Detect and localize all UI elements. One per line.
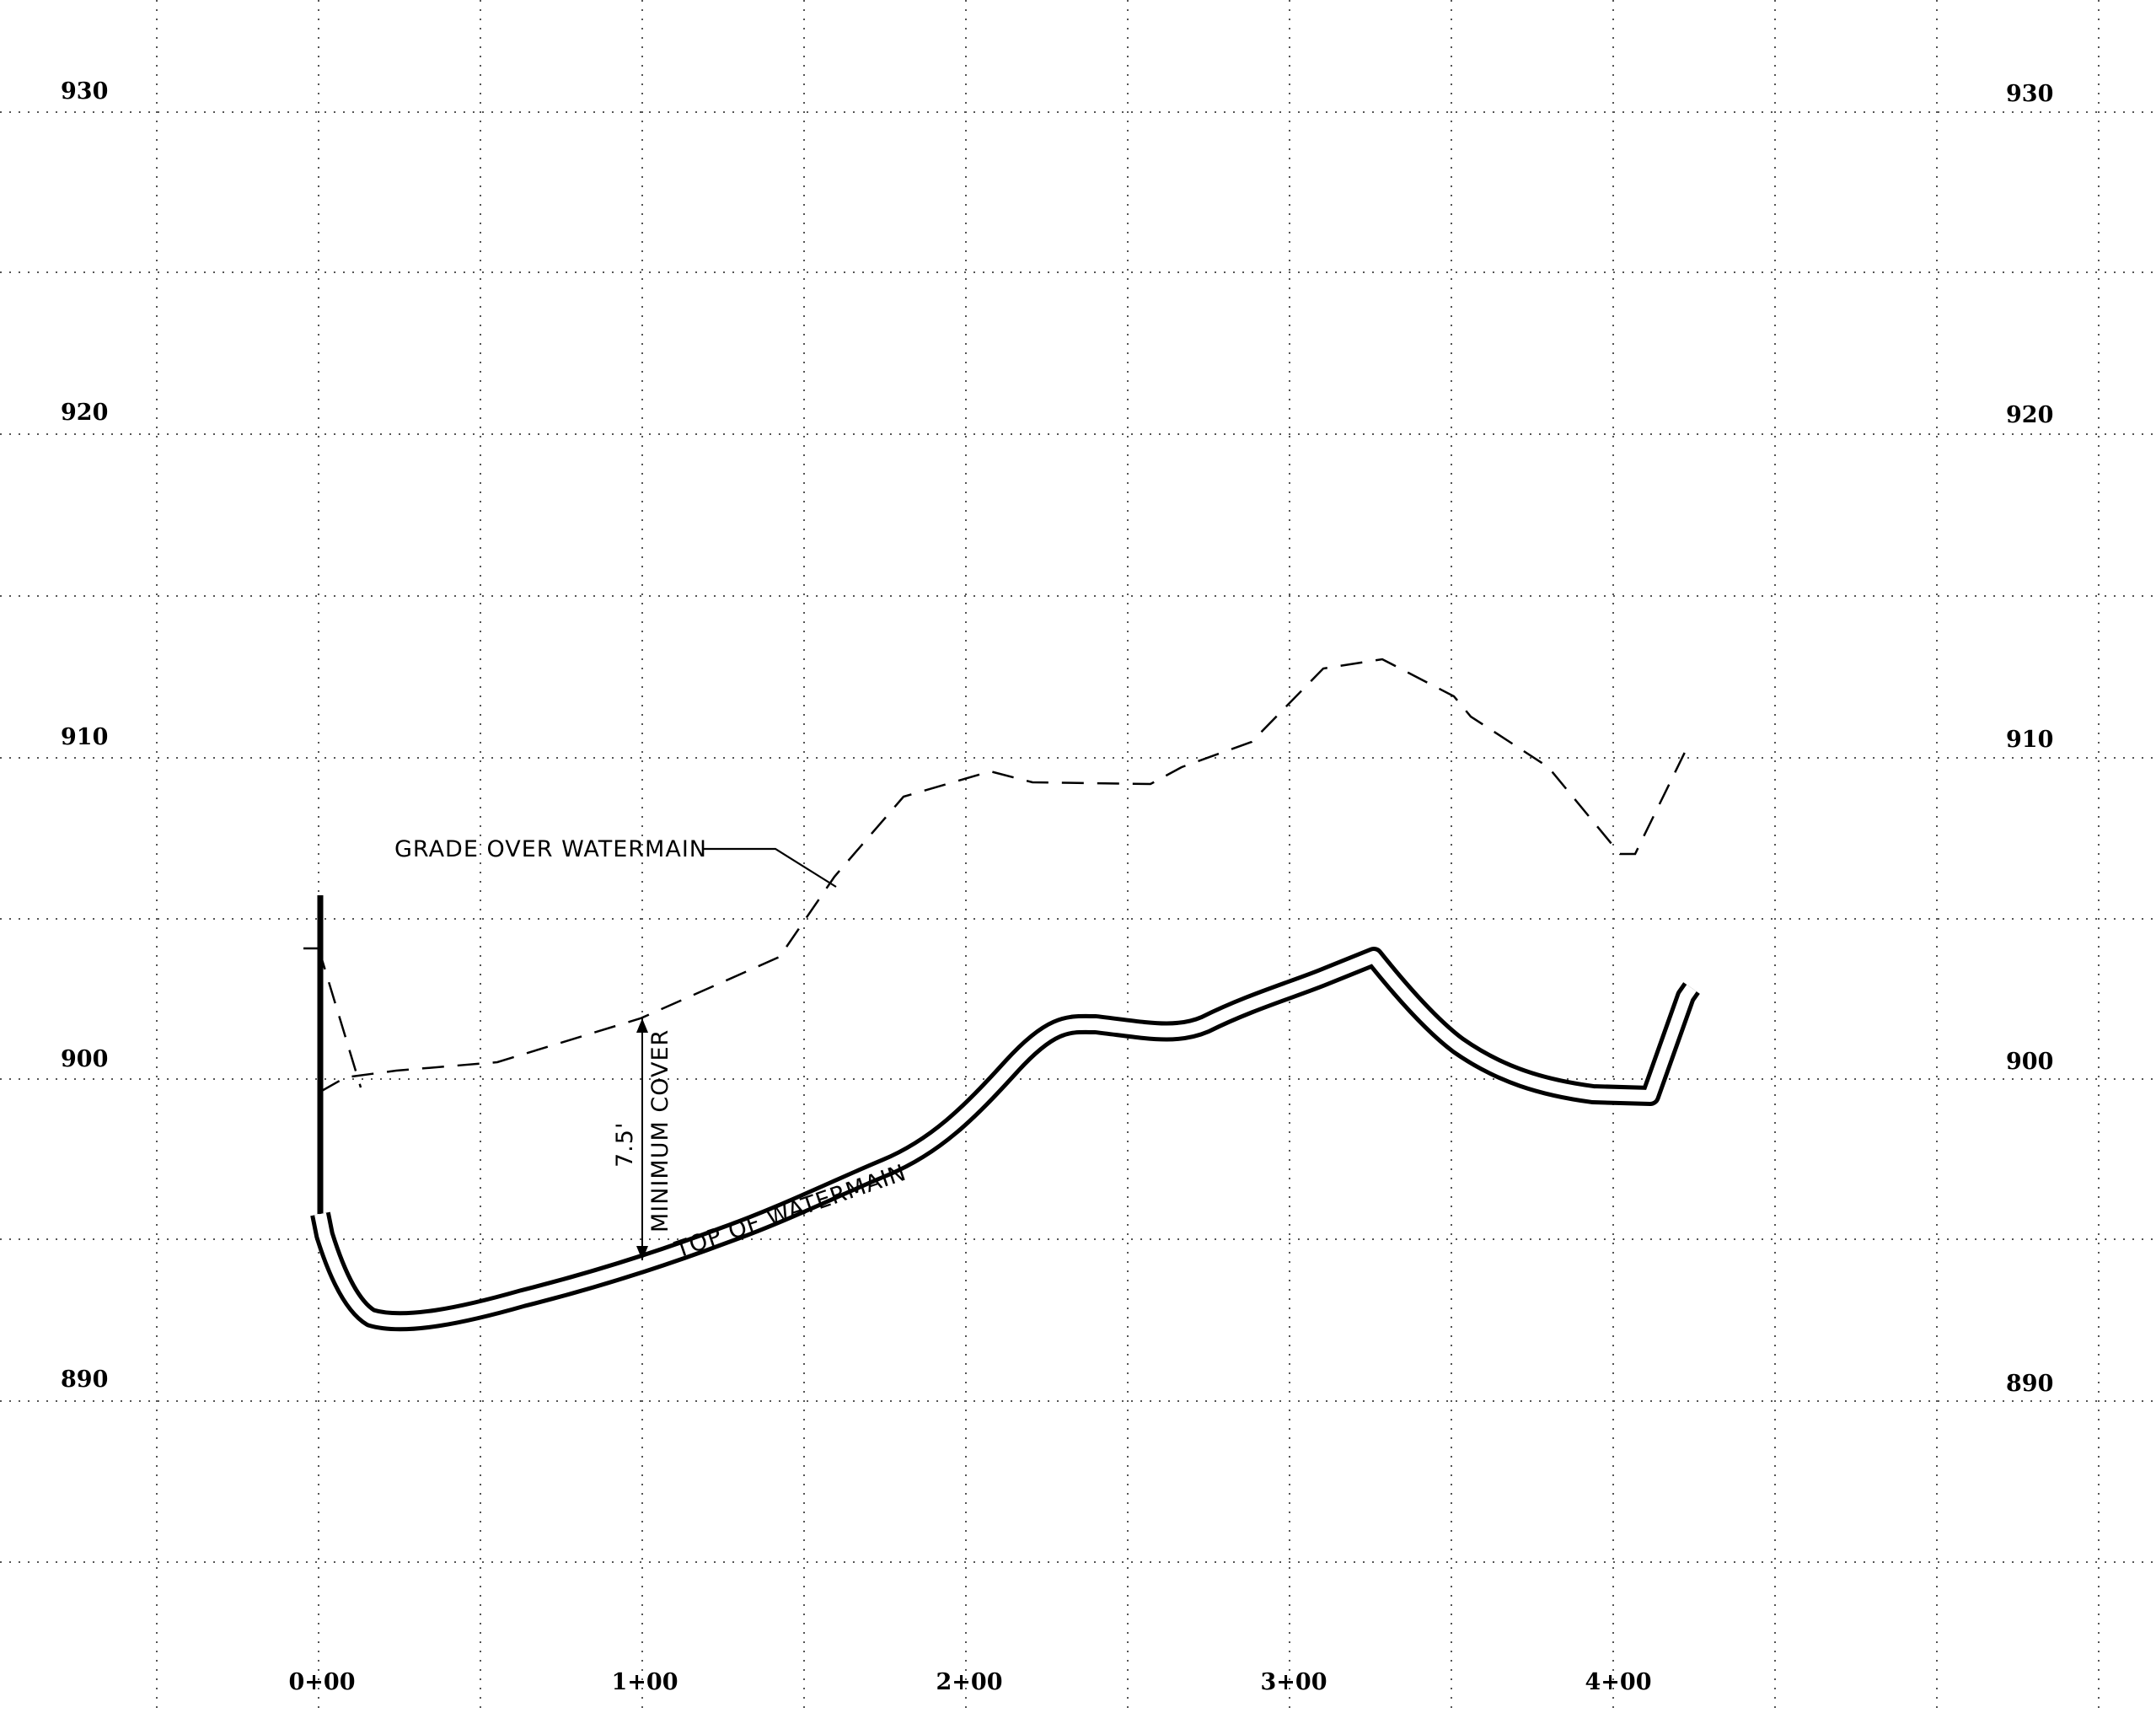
- elevation-label-left: 920: [61, 400, 108, 426]
- grade-over-watermain-label: GRADE OVER WATERMAIN: [394, 836, 707, 862]
- watermain-pipe-inner: [314, 951, 1697, 1328]
- elevation-label-right: 920: [2006, 402, 2053, 428]
- station-label: 1+00: [612, 1669, 678, 1695]
- elevation-label-left: 910: [61, 724, 108, 750]
- elevation-label-left: 930: [61, 78, 108, 105]
- grade-line: [317, 658, 1692, 1093]
- station-label: 2+00: [936, 1669, 1003, 1695]
- elevation-label-right: 890: [2006, 1371, 2053, 1397]
- grade-leader-line: [703, 847, 837, 888]
- elevation-label-right: 930: [2006, 81, 2053, 107]
- cover-arrow-top: [636, 1018, 648, 1033]
- elevation-label-left: 900: [61, 1046, 108, 1072]
- watermain-pipe: [310, 947, 1700, 1332]
- elevation-label-right: 900: [2006, 1049, 2053, 1075]
- station-label: 4+00: [1585, 1669, 1652, 1695]
- minimum-cover-label: MINIMUM COVER: [647, 1029, 673, 1232]
- elevation-label-right: 910: [2006, 727, 2053, 753]
- station-label: 0+00: [289, 1669, 356, 1695]
- top-of-watermain-label: TOP OF WATERMAIN: [671, 1160, 909, 1264]
- elevation-label-left: 890: [61, 1367, 108, 1393]
- station-label: 3+00: [1261, 1669, 1327, 1695]
- minimum-cover-value: 7.5': [612, 1122, 638, 1168]
- cover-arrow-bottom: [636, 1246, 648, 1260]
